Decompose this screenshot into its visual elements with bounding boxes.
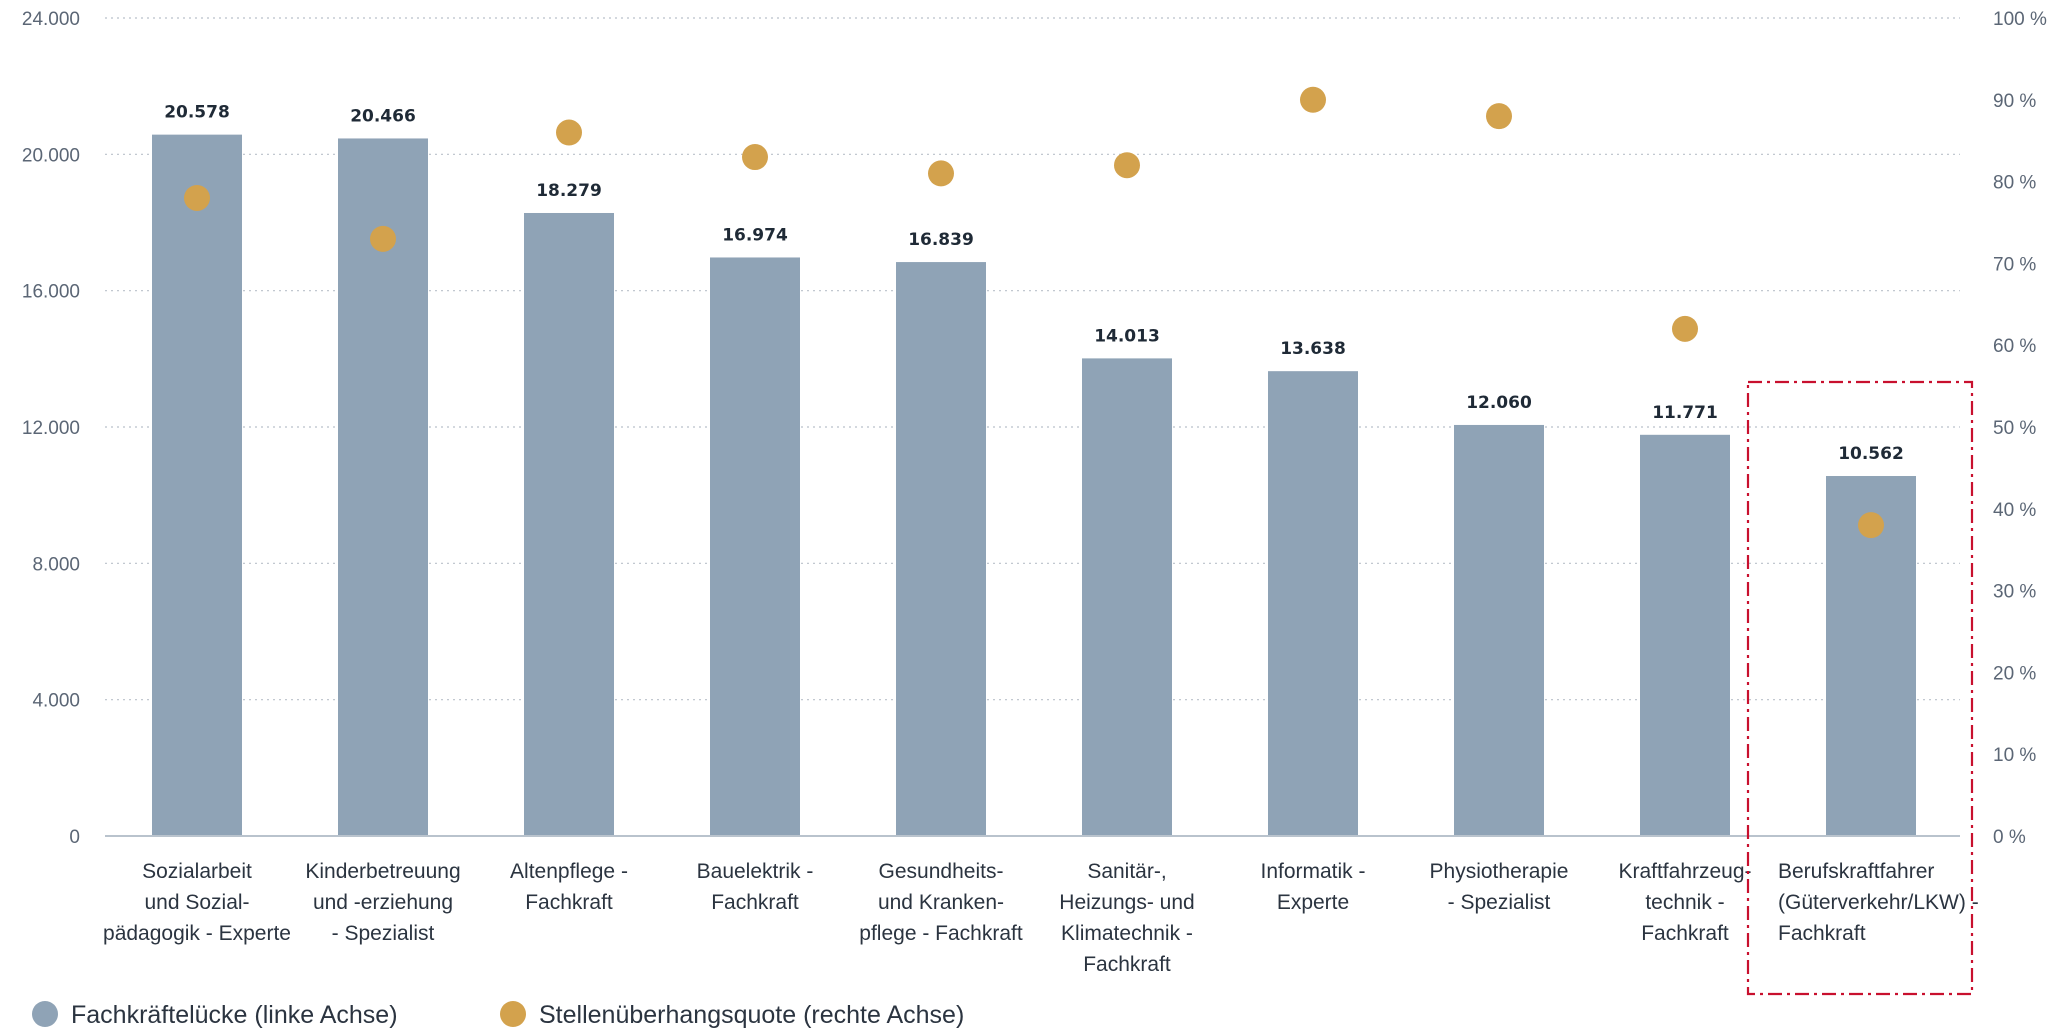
marker-point bbox=[928, 160, 954, 187]
bar-value-label: 18.279 bbox=[536, 181, 602, 201]
category-label: Fachkraft bbox=[1641, 922, 1729, 945]
marker-point bbox=[742, 144, 768, 171]
marker-point bbox=[184, 184, 210, 211]
category-label: Sozialarbeit bbox=[142, 860, 252, 883]
marker-point bbox=[1672, 315, 1698, 342]
bar-value-label: 11.771 bbox=[1652, 403, 1718, 423]
category-label: Physiotherapie bbox=[1430, 860, 1569, 883]
right-axis-tick-label: 30 % bbox=[1993, 582, 2036, 603]
right-axis-tick-label: 40 % bbox=[1993, 500, 2036, 521]
category-label: Berufskraftfahrer bbox=[1778, 860, 1934, 883]
category-label: Kinderbetreuung bbox=[305, 860, 460, 883]
bar-value-label: 16.839 bbox=[908, 230, 974, 250]
left-axis-tick-label: 0 bbox=[69, 827, 80, 848]
bar bbox=[1082, 358, 1172, 836]
bar bbox=[710, 257, 800, 837]
category-label: (Güterverkehr/LKW) - bbox=[1778, 891, 1979, 914]
bar bbox=[1454, 424, 1544, 836]
category-label: und Sozial- bbox=[144, 891, 249, 914]
markers bbox=[184, 86, 1884, 539]
right-axis-tick-label: 0 % bbox=[1993, 827, 2026, 848]
category-label: Fachkraft bbox=[525, 891, 613, 914]
category-label: Kraftfahrzeug- bbox=[1618, 860, 1751, 883]
bar bbox=[1268, 371, 1358, 836]
right-axis-tick-label: 50 % bbox=[1993, 418, 2036, 439]
category-label: Fachkraft bbox=[1083, 953, 1171, 976]
bar-value-label: 16.974 bbox=[722, 225, 788, 245]
left-axis-tick-label: 20.000 bbox=[22, 145, 80, 166]
category-label: pädagogik - Experte bbox=[103, 922, 291, 945]
bar bbox=[152, 134, 242, 836]
category-label: - Spezialist bbox=[332, 922, 435, 945]
right-axis-tick-label: 60 % bbox=[1993, 336, 2036, 357]
bar-value-label: 20.466 bbox=[350, 106, 416, 126]
highlight-box bbox=[1746, 380, 1974, 996]
marker-point bbox=[1300, 86, 1326, 113]
bar bbox=[524, 212, 614, 837]
left-axis-tick-label: 24.000 bbox=[22, 9, 80, 30]
bar-value-label: 13.638 bbox=[1280, 339, 1346, 359]
axes: 0 4.000 8.000 12.000 16.000 20.000 24.000 0 % 10… bbox=[22, 9, 2047, 848]
bar bbox=[1640, 434, 1730, 836]
legend-marker bbox=[32, 1001, 58, 1027]
left-axis-tick-label: 4.000 bbox=[32, 691, 80, 712]
category-label: und Kranken- bbox=[878, 891, 1004, 914]
right-axis-tick-label: 80 % bbox=[1993, 173, 2036, 194]
category-label: Informatik - bbox=[1260, 860, 1365, 883]
category-label: und -erziehung bbox=[313, 891, 453, 914]
left-axis-tick-label: 8.000 bbox=[32, 554, 80, 575]
left-axis-tick-label: 12.000 bbox=[22, 418, 80, 439]
category-label: Experte bbox=[1277, 891, 1349, 914]
bar-value-label: 12.060 bbox=[1466, 393, 1532, 413]
right-axis-tick-label: 10 % bbox=[1993, 745, 2036, 766]
legend-marker bbox=[500, 1001, 526, 1027]
category-label: Fachkraft bbox=[711, 891, 799, 914]
bars bbox=[152, 134, 1916, 837]
left-axis-tick-label: 16.000 bbox=[22, 282, 80, 303]
category-label: Altenpflege - bbox=[510, 860, 628, 883]
right-axis-tick-label: 90 % bbox=[1993, 91, 2036, 112]
bar-value-label: 14.013 bbox=[1094, 326, 1160, 346]
category-label: Sanitär-, bbox=[1087, 860, 1166, 883]
category-label: pflege - Fachkraft bbox=[859, 922, 1023, 945]
category-label: technik - bbox=[1645, 891, 1724, 914]
category-label: Fachkraft bbox=[1778, 922, 1866, 945]
category-label: - Spezialist bbox=[1448, 891, 1551, 914]
legend-label: Stellenüberhangsquote (rechte Achse) bbox=[539, 1001, 964, 1029]
category-label: Bauelektrik - bbox=[697, 860, 814, 883]
legend: Fachkräftelücke (linke Achse) Stellenüber… bbox=[32, 1001, 964, 1029]
marker-point bbox=[556, 119, 582, 146]
right-axis-tick-label: 70 % bbox=[1993, 254, 2036, 275]
marker-point bbox=[1858, 512, 1884, 539]
right-axis-tick-label: 20 % bbox=[1993, 663, 2036, 684]
marker-point bbox=[1114, 152, 1140, 179]
category-label: Klimatechnik - bbox=[1061, 922, 1193, 945]
highlight bbox=[1746, 380, 1974, 996]
marker-point bbox=[370, 225, 396, 252]
category-label: Heizungs- und bbox=[1059, 891, 1194, 914]
legend-label: Fachkräftelücke (linke Achse) bbox=[71, 1001, 398, 1029]
bar-value-label: 20.578 bbox=[164, 103, 230, 123]
right-axis-tick-label: 100 % bbox=[1993, 9, 2047, 30]
bar-value-label: 10.562 bbox=[1838, 444, 1904, 464]
category-label: Gesundheits- bbox=[879, 860, 1004, 883]
marker-point bbox=[1486, 103, 1512, 130]
data-labels: 20.578 20.466 18.279 16.974 16.839 14.013 13.6… bbox=[164, 103, 1904, 464]
category-labels: Sozialarbeit und Sozial-pädagogik - Exper… bbox=[103, 860, 1979, 976]
bar bbox=[338, 138, 428, 836]
bar bbox=[896, 262, 986, 836]
